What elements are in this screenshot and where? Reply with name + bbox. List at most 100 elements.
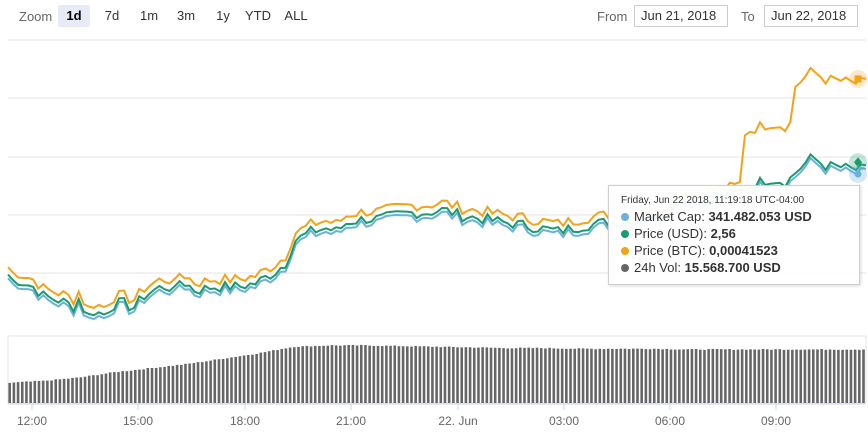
volume-bar: [623, 348, 627, 403]
volume-bar: [795, 349, 798, 403]
volume-bar: [611, 348, 614, 403]
volume-bar: [472, 347, 476, 403]
volume-bar: [606, 348, 610, 403]
volume-bar: [690, 348, 694, 403]
volume-bar: [728, 349, 731, 403]
volume-bar: [397, 346, 401, 403]
volume-bar: [719, 349, 723, 403]
volume-bar: [464, 347, 468, 403]
x-tick-label: 21:00: [336, 414, 366, 428]
volume-bar: [246, 355, 250, 403]
volume-bar: [686, 349, 690, 403]
volume-bar: [828, 349, 832, 403]
volume-bar: [761, 348, 765, 403]
volume-bar: [477, 347, 480, 403]
volume-bar: [351, 344, 355, 403]
volume-bar: [447, 346, 451, 403]
volume-bar: [117, 372, 120, 403]
volume-bar: [745, 349, 748, 403]
volume-bar: [757, 349, 761, 403]
zoom-3m-button[interactable]: 3m: [176, 8, 196, 23]
volume-bar: [502, 348, 505, 403]
volume-bar: [711, 348, 715, 403]
from-date-input[interactable]: Jun 21, 2018: [634, 5, 728, 27]
volume-bar: [422, 346, 426, 403]
volume-bar: [468, 347, 472, 403]
volume-bar: [724, 349, 727, 403]
volume-bar: [272, 350, 275, 403]
volume-bar: [41, 380, 45, 403]
volume-bar: [456, 347, 459, 403]
price-usd-circle-icon: [621, 230, 629, 238]
x-tick-label: 22. Jun: [438, 414, 477, 428]
volume-bar: [581, 348, 585, 403]
volume-bar: [481, 347, 484, 403]
volume-bar: [782, 349, 786, 403]
volume-bar: [548, 347, 551, 403]
x-axis: 12:00 15:00 18:00 21:00 22. Jun 03:00 06:00 09:…: [8, 403, 866, 428]
volume-bar: [519, 347, 522, 403]
volume-bar: [33, 380, 37, 403]
volume-bar: [774, 349, 777, 403]
volume-bar: [673, 349, 677, 403]
zoom-1d-button[interactable]: 1d: [58, 5, 90, 27]
volume-bar: [46, 380, 49, 403]
volume-bar: [845, 349, 849, 403]
volume-bar: [791, 349, 794, 403]
volume-bar: [489, 347, 493, 403]
volume-bar: [184, 363, 187, 403]
volume-bar: [259, 352, 263, 403]
usd-hover-marker: [854, 157, 862, 168]
volume-bar: [171, 365, 175, 403]
volume-bar: [732, 349, 736, 403]
volume-bar: [485, 347, 489, 403]
volume-bar: [569, 348, 572, 403]
volume-bar: [200, 362, 204, 403]
volume-bar: [313, 345, 317, 403]
tooltip-row-price-btc: Price (BTC): 0,00041523: [621, 243, 778, 258]
volume-bar: [598, 348, 602, 403]
volume-bar: [669, 349, 673, 403]
zoom-1y-button[interactable]: 1y: [216, 8, 230, 23]
volume-bar: [309, 346, 313, 403]
tooltip-label: Price (USD):: [634, 226, 707, 241]
volume-bar: [560, 348, 564, 403]
volume-bar: [305, 345, 309, 403]
volume-bar: [577, 348, 581, 403]
zoom-all-button[interactable]: ALL: [284, 8, 308, 23]
volume-bar: [104, 373, 108, 403]
volume-bar: [75, 377, 78, 403]
volume-bar: [431, 346, 434, 403]
volume-bar: [150, 368, 154, 403]
tooltip-label: Market Cap:: [634, 209, 705, 224]
volume-bar: [87, 375, 91, 403]
volume-bar: [661, 349, 664, 403]
volume-bar: [406, 346, 409, 403]
volume-bar: [188, 363, 191, 403]
volume-bar: [230, 357, 233, 403]
volume-bar: [288, 347, 292, 403]
volume-bar: [326, 345, 330, 403]
volume-bar: [853, 349, 857, 403]
volume-bar: [799, 349, 803, 403]
volume-bar: [376, 345, 380, 403]
volume-bar: [740, 349, 744, 403]
zoom-7d-button[interactable]: 7d: [104, 8, 120, 23]
volume-bar: [753, 349, 756, 403]
x-tick-label: 15:00: [123, 414, 153, 428]
zoom-ytd-button[interactable]: YTD: [245, 8, 271, 23]
zoom-1m-button[interactable]: 1m: [139, 8, 159, 23]
volume-bar: [498, 347, 501, 403]
tooltip-value: 341.482.053 USD: [708, 209, 812, 224]
volume-bar: [138, 369, 141, 403]
volume-bar: [636, 348, 639, 403]
volume-bar: [92, 375, 95, 403]
volume-bar: [816, 349, 819, 403]
volume-bar: [627, 349, 631, 403]
volume-bar: [531, 348, 535, 403]
volume-bar: [648, 349, 652, 403]
volume-bar: [263, 352, 267, 403]
to-date-input[interactable]: Jun 22, 2018: [764, 5, 858, 27]
volume-bar: [79, 377, 83, 403]
volume-bar: [585, 348, 589, 403]
